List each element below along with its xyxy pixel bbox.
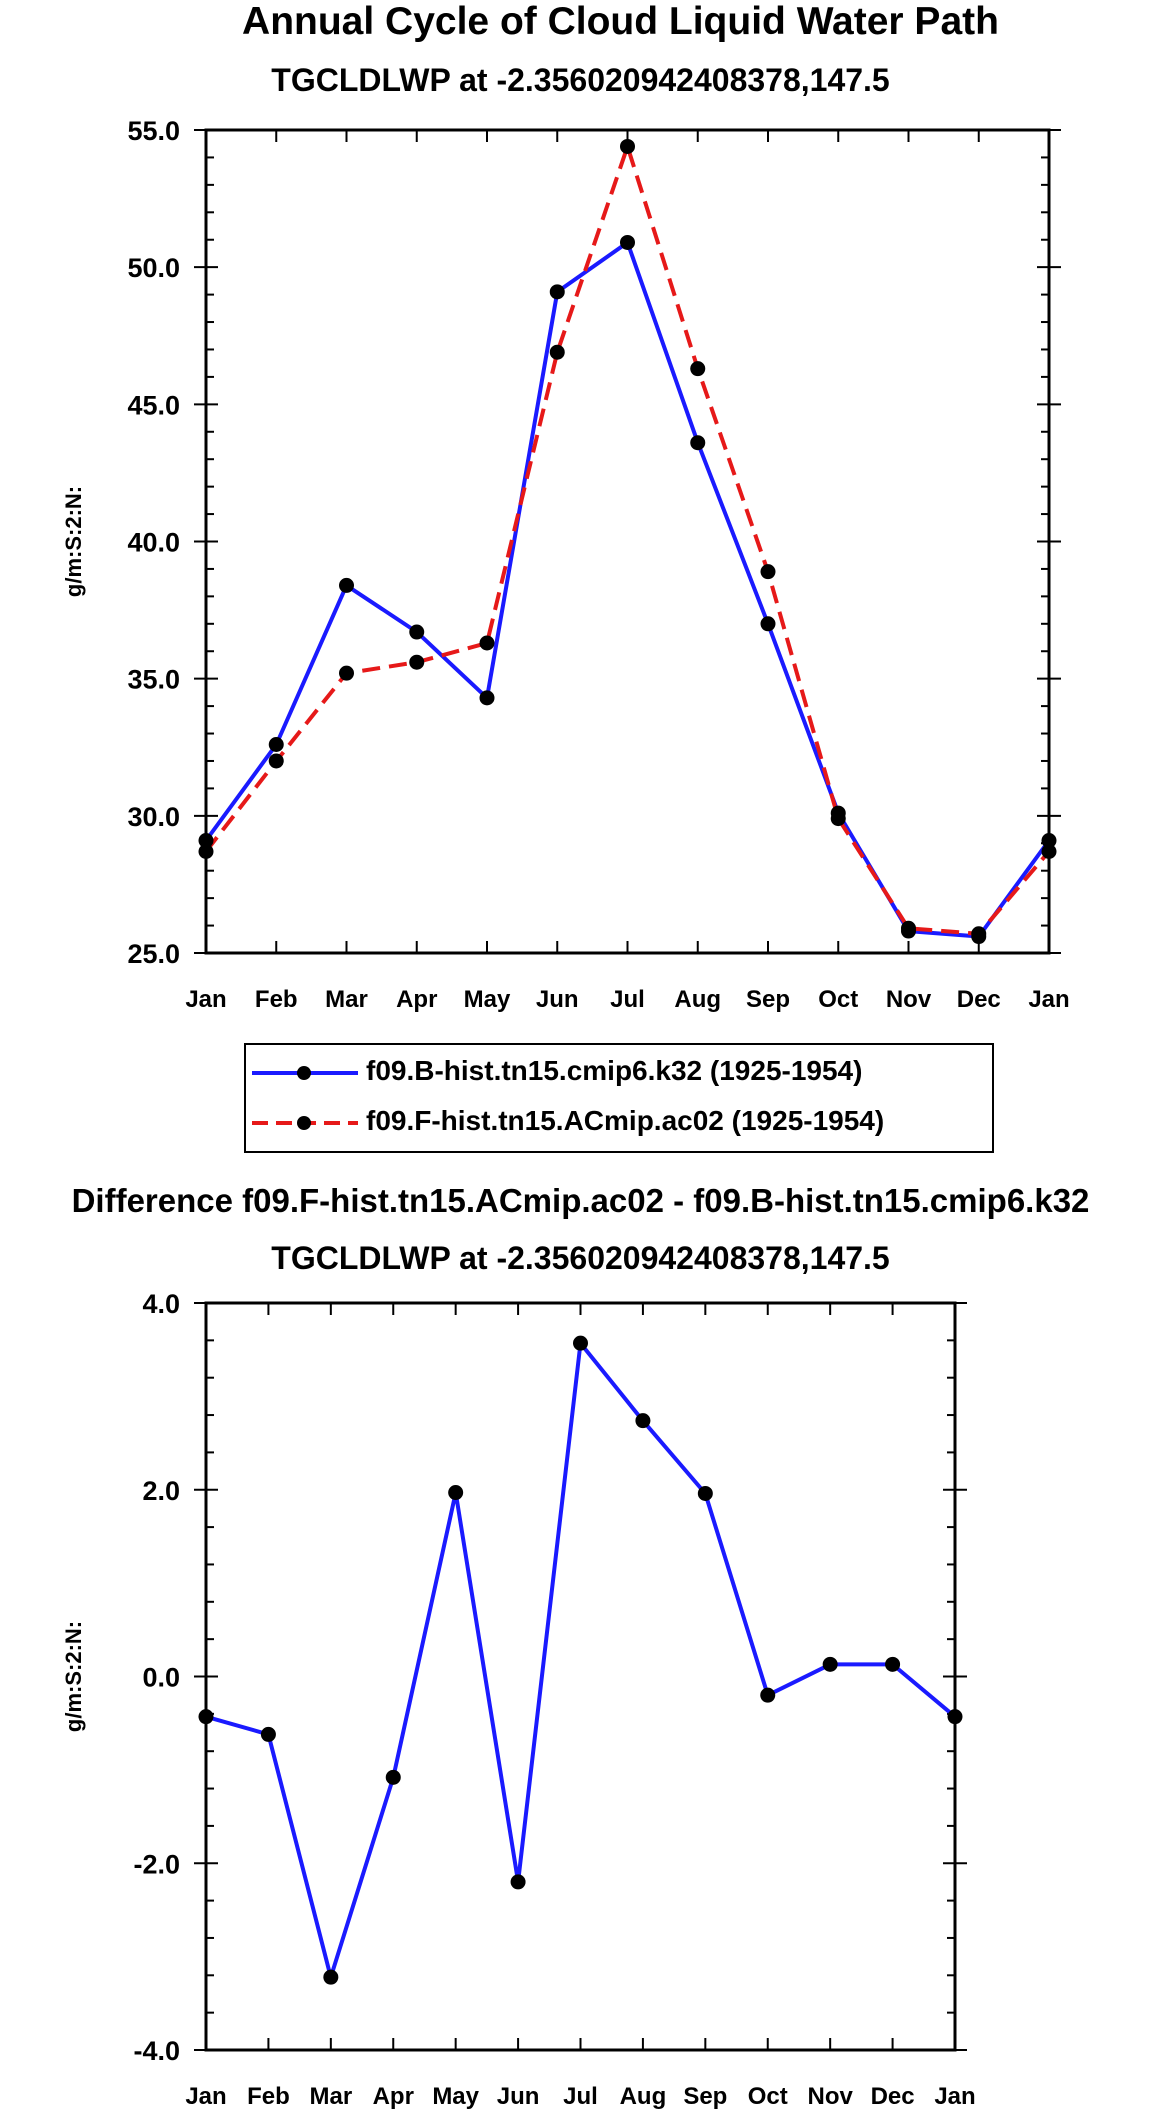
- top-series-1-point: [690, 361, 706, 377]
- bottom-x-tick-label: Jan: [934, 2083, 975, 2110]
- legend: f09.B-hist.tn15.cmip6.k32 (1925-1954) f0…: [244, 1043, 994, 1153]
- bottom-x-tick-label: Aug: [620, 2083, 667, 2110]
- bottom-y-tick-label: 0.0: [142, 1663, 180, 1693]
- bottom-series-0-point: [822, 1656, 838, 1672]
- top-y-tick-label: 40.0: [127, 528, 180, 558]
- top-x-tick-label: Apr: [396, 986, 437, 1013]
- bottom-series-0-point: [260, 1726, 276, 1742]
- bottom-series-0-point: [885, 1656, 901, 1672]
- bottom-chart-subtitle: TGCLDLWP at -2.356020942408378,147.5: [271, 1240, 890, 1276]
- bottom-x-tick-label: Mar: [309, 2083, 352, 2110]
- bottom-x-tick-label: Jul: [563, 2083, 598, 2110]
- top-x-tick-label: Jan: [1028, 986, 1069, 1013]
- top-x-tick-label: Aug: [674, 986, 721, 1013]
- top-y-tick-label: 50.0: [127, 253, 180, 283]
- bottom-series-0-point: [697, 1485, 713, 1501]
- bottom-series-0-point: [947, 1709, 963, 1725]
- bottom-series-0-point: [573, 1335, 588, 1351]
- bottom-y-tick-label: -4.0: [133, 2036, 180, 2066]
- bottom-y-tick-label: 2.0: [142, 1476, 180, 1506]
- difference-chart-title: Difference f09.F-hist.tn15.ACmip.ac02 - …: [71, 1182, 1090, 1219]
- top-series-0-point: [620, 234, 635, 250]
- top-series-0-point: [1041, 833, 1057, 849]
- top-series-1-point: [339, 665, 354, 681]
- top-y-tick-label: 45.0: [127, 390, 180, 420]
- bottom-series-0-point: [510, 1874, 526, 1890]
- top-series-0-point: [339, 577, 354, 593]
- top-series-0-point: [479, 690, 495, 706]
- top-y-tick-label: 35.0: [127, 665, 180, 695]
- top-series-1-point: [760, 564, 776, 580]
- top-series-1-point: [620, 138, 635, 154]
- top-y-tick-label: 30.0: [127, 802, 180, 832]
- bottom-series-0-line: [205, 1341, 957, 1980]
- top-series-1-point: [1041, 843, 1057, 859]
- bottom-series-0-point: [635, 1413, 651, 1429]
- bottom-series-0-point: [198, 1709, 214, 1725]
- top-x-tick-label: Mar: [325, 986, 368, 1013]
- legend-label-b-hist: f09.B-hist.tn15.cmip6.k32 (1925-1954): [366, 1055, 863, 1086]
- top-series-1-point: [268, 753, 284, 769]
- top-series-0-point: [409, 624, 425, 640]
- bottom-x-tick-label: Oct: [748, 2083, 788, 2110]
- bottom-series-0-point: [323, 1969, 339, 1985]
- bottom-x-tick-label: Jun: [497, 2083, 540, 2110]
- top-series-0-point: [198, 833, 214, 849]
- bottom-y-axis-label: g/m:S:2:N:: [61, 1621, 86, 1732]
- legend-item-b-hist: f09.B-hist.tn15.cmip6.k32 (1925-1954): [246, 1051, 992, 1095]
- top-x-tick-label: Oct: [818, 986, 858, 1013]
- bottom-plot-frame: [204, 1301, 957, 2052]
- top-series-1-point: [971, 926, 987, 942]
- bottom-series-0-point: [448, 1485, 464, 1501]
- top-y-tick-label: 25.0: [127, 939, 180, 969]
- top-x-tick-label: Jul: [610, 986, 645, 1013]
- legend-line-dashed-icon: [252, 1116, 358, 1130]
- legend-item-f-hist: f09.F-hist.tn15.ACmip.ac02 (1925-1954): [246, 1101, 992, 1145]
- bottom-x-tick-label: Apr: [373, 2083, 414, 2110]
- bottom-y-tick-label: 4.0: [142, 1289, 180, 1319]
- bottom-x-tick-label: May: [432, 2083, 479, 2110]
- bottom-y-tick-label: -2.0: [133, 1849, 180, 1879]
- top-series-0-point: [549, 284, 565, 300]
- legend-line-solid-icon: [252, 1066, 358, 1080]
- top-series-1-point: [409, 654, 425, 670]
- chart-title: Annual Cycle of Cloud Liquid Water Path: [242, 0, 999, 43]
- top-series-0-point: [268, 737, 284, 753]
- bottom-x-tick-label: Dec: [871, 2083, 915, 2110]
- top-x-tick-label: May: [464, 986, 511, 1013]
- top-y-tick-label: 55.0: [127, 116, 180, 146]
- top-x-tick-label: Jun: [536, 986, 579, 1013]
- top-series-1-point: [549, 344, 565, 360]
- top-series-1-point: [479, 635, 495, 651]
- bottom-x-tick-label: Jan: [185, 2083, 226, 2110]
- top-series-0-point: [760, 616, 776, 632]
- annual-cycle-chart: Jan Feb Mar Apr May Jun Jul Aug Sep Oct Nov Dec Jan2…: [61, 116, 1070, 1013]
- top-x-tick-label: Dec: [957, 986, 1001, 1013]
- bottom-x-tick-label: Feb: [247, 2083, 290, 2110]
- bottom-x-tick-label: Nov: [807, 2083, 853, 2110]
- bottom-series-0-point: [385, 1769, 401, 1785]
- bottom-series-0-point: [760, 1687, 776, 1703]
- top-x-tick-label: Feb: [255, 986, 298, 1013]
- top-chart-subtitle: TGCLDLWP at -2.356020942408378,147.5: [271, 62, 890, 98]
- top-x-tick-label: Nov: [886, 986, 932, 1013]
- legend-label-f-hist: f09.F-hist.tn15.ACmip.ac02 (1925-1954): [366, 1105, 885, 1136]
- top-x-tick-label: Sep: [746, 986, 790, 1013]
- top-x-tick-label: Jan: [185, 986, 226, 1013]
- top-series-1-point: [901, 920, 916, 936]
- top-series-0-point: [690, 435, 706, 451]
- top-series-1-point: [830, 811, 846, 827]
- top-y-axis-label: g/m:S:2:N:: [61, 486, 86, 597]
- top-series-1-point: [198, 843, 214, 859]
- bottom-x-tick-label: Sep: [683, 2083, 727, 2110]
